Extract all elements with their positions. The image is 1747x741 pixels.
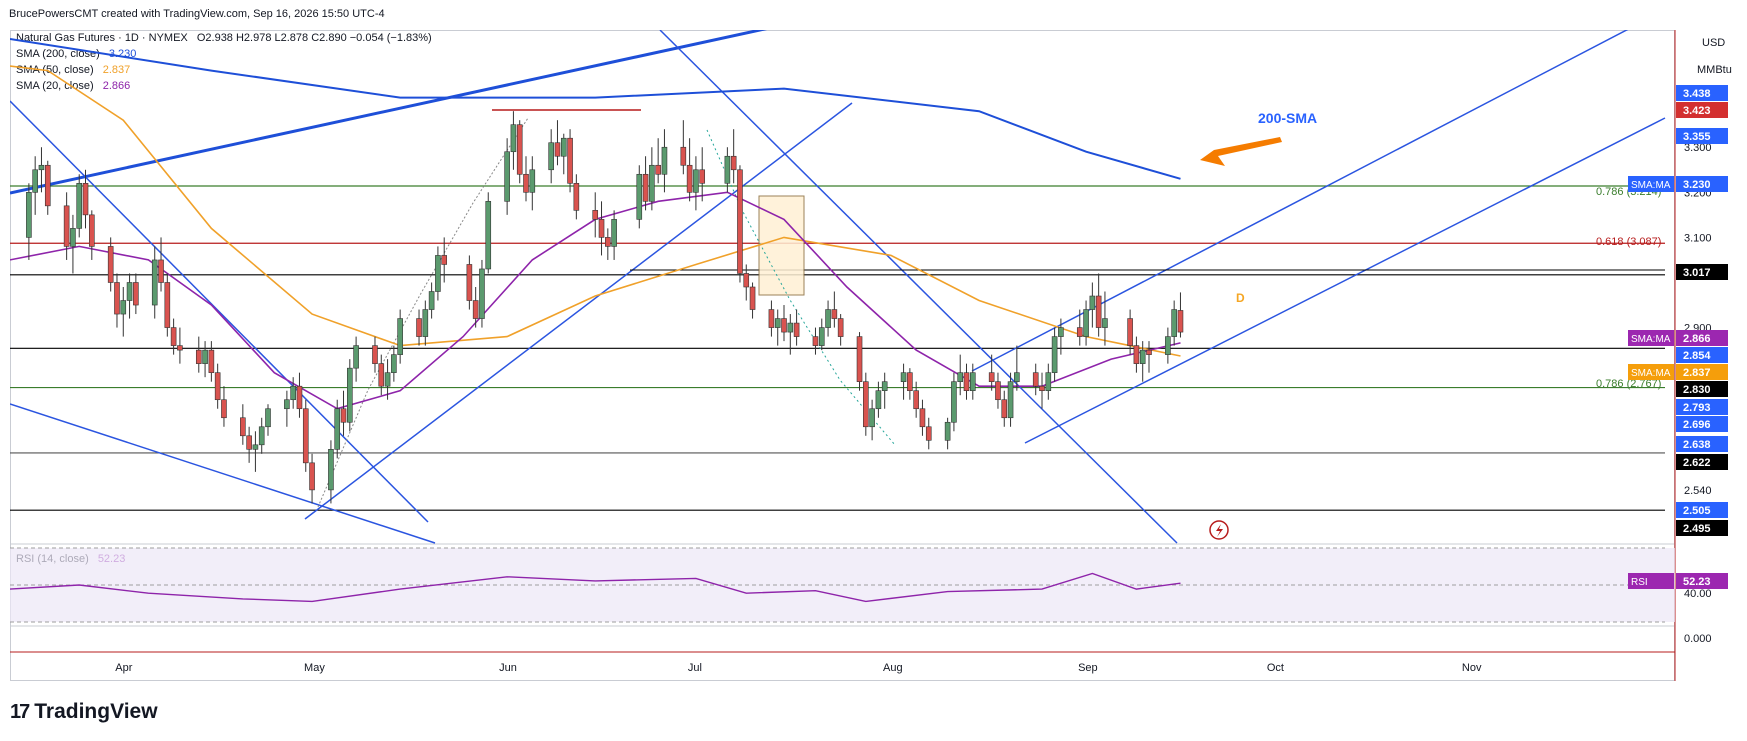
price-tag[interactable]: 2.830 [1676,381,1728,397]
price-tag-box [1676,264,1728,280]
chart-header: BrucePowersCMT created with TradingView.… [9,8,385,20]
price-tick-label: 0.000 [1684,633,1712,645]
price-tag-value: 2.696 [1683,419,1711,431]
price-tick-label: 2.900 [1684,323,1712,335]
rsi-value: 52.23 [97,553,126,565]
rsi-label: RSI (14, close) [16,553,89,565]
tradingview-logo[interactable]: 17 TradingView [10,700,158,724]
symbol-name: Natural Gas Futures · 1D · NYMEX [16,32,188,44]
price-tag-value: 2.622 [1683,457,1711,469]
price-tag-box [1676,85,1728,101]
price-tick-label: 3.200 [1684,187,1712,199]
ohlc-values: O2.938 H2.978 L2.878 C2.890 −0.054 (−1.8… [196,32,432,44]
price-tag[interactable]: 2.793 [1676,399,1728,415]
sma200-label: SMA (200, close) [16,48,100,60]
price-tag-box [1676,399,1728,415]
tradingview-logo-icon: 17 [10,700,30,723]
price-tag-value: 2.854 [1683,350,1711,362]
price-tag-value: 2.638 [1683,439,1711,451]
price-tag-box [1676,176,1728,192]
price-tag[interactable]: 3.017 [1676,264,1728,280]
price-tag-value: 52.23 [1683,576,1711,588]
price-tick-label: 40.00 [1684,588,1712,600]
price-tag[interactable]: 3.423 [1676,102,1728,118]
chart-frame [10,30,1675,681]
price-tag-value: 3.230 [1683,179,1711,191]
price-tag-box [1676,502,1728,518]
price-tag-box [1676,128,1728,144]
price-tag-box [1676,416,1728,432]
price-tick-label: 3.100 [1684,232,1712,244]
price-tag[interactable]: 2.505 [1676,502,1728,518]
tradingview-logo-text: TradingView [34,700,158,723]
rsi-legend[interactable]: RSI (14, close) 52.23 [16,553,125,565]
price-tag-value: 2.830 [1683,384,1711,396]
price-tag[interactable]: 2.495 [1676,520,1728,536]
price-tag[interactable]: 3.438 [1676,85,1728,101]
sma50-value: 2.837 [102,64,131,76]
price-tag[interactable]: 2.854 [1676,347,1728,363]
price-tag[interactable]: 2.638 [1676,436,1728,452]
price-tick-label: 2.540 [1684,485,1712,497]
unit-label: MMBtu [1697,64,1732,76]
price-tag-box [1676,364,1728,380]
price-tag-box [1676,102,1728,118]
sma20-legend[interactable]: SMA (20, close) 2.866 [16,80,130,92]
price-tag-box [1676,436,1728,452]
price-tag-box [1676,381,1728,397]
price-tag-value: 3.017 [1683,267,1711,279]
sma50-label: SMA (50, close) [16,64,94,76]
price-tag-value: 3.438 [1683,88,1711,100]
price-tag-box [1676,330,1728,346]
sma200-value: 3.230 [108,48,137,60]
sma20-value: 2.866 [102,80,131,92]
price-tag-value: 3.355 [1683,131,1711,143]
price-tag-value: 2.495 [1683,523,1711,535]
sma50-legend[interactable]: SMA (50, close) 2.837 [16,64,130,76]
price-tag-value: 2.505 [1683,505,1711,517]
price-tag-box [1676,347,1728,363]
price-tag-box [1676,520,1728,536]
price-tag-value: 2.793 [1683,402,1711,414]
sma200-legend[interactable]: SMA (200, close) 3.230 [16,48,136,60]
price-tag[interactable]: 2.622 [1676,454,1728,470]
price-tag-value: 3.423 [1683,105,1711,117]
price-tag-box [1676,454,1728,470]
currency-label: USD [1702,37,1725,49]
price-tick-label: 60.00 [1684,572,1712,584]
sma20-label: SMA (20, close) [16,80,94,92]
price-tag[interactable]: 2.696 [1676,416,1728,432]
price-tag-box [1676,573,1728,589]
price-tag[interactable]: 3.355 [1676,128,1728,144]
symbol-legend[interactable]: Natural Gas Futures · 1D · NYMEX O2.938 … [16,32,432,44]
price-tick-label: 3.300 [1684,142,1712,154]
price-tag-value: 2.837 [1683,367,1711,379]
price-tag-value: 2.866 [1683,333,1711,345]
